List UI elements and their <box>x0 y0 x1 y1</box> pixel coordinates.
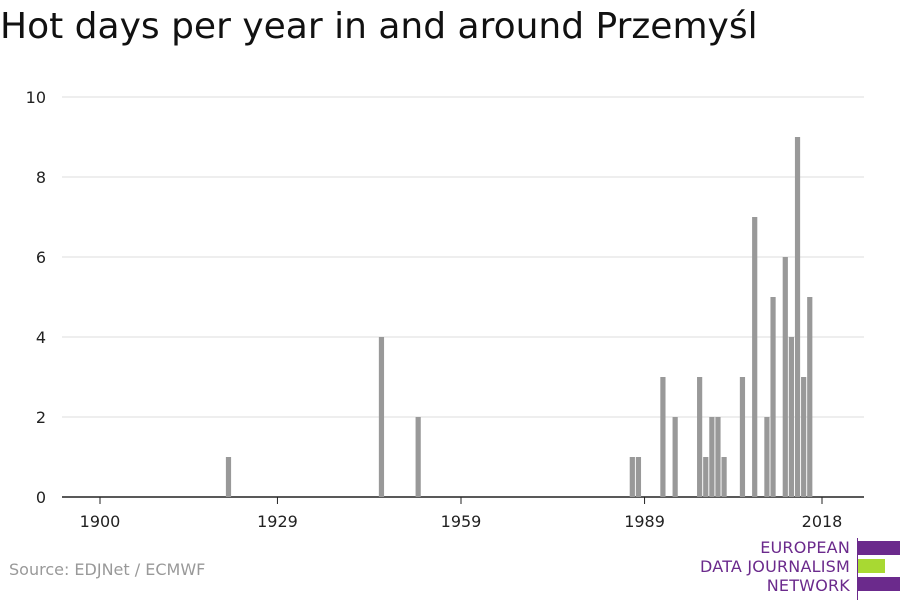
bar-2014 <box>794 137 801 497</box>
x-tick-1900: 1900 <box>80 512 121 531</box>
bar-1999 <box>703 457 709 497</box>
bar-1998 <box>697 377 703 497</box>
x-tick-1989: 1989 <box>624 512 665 531</box>
bar-1987 <box>629 457 635 497</box>
bar-2010 <box>770 297 776 497</box>
bar-chart: 0 2 4 6 8 10 1900 1929 1959 1989 2018 <box>26 88 864 531</box>
bar-2007 <box>752 217 758 497</box>
y-tick-8: 8 <box>36 168 46 187</box>
bar-2016 <box>807 297 813 497</box>
bar-2005 <box>739 377 746 497</box>
bar-1952 <box>415 417 421 497</box>
bar-2015 <box>801 377 807 497</box>
logo-bar-purple-top <box>858 541 900 555</box>
bar-1946 <box>378 337 385 497</box>
y-tick-6: 6 <box>36 248 46 267</box>
x-tick-1929: 1929 <box>257 512 298 531</box>
x-tick-1959: 1959 <box>441 512 482 531</box>
logo-rule <box>857 538 858 600</box>
bar-2012 <box>782 257 788 497</box>
source-note: Source: EDJNet / ECMWF <box>9 560 206 579</box>
y-tick-4: 4 <box>36 328 46 347</box>
bars <box>225 137 813 497</box>
bar-1988 <box>635 457 642 497</box>
bar-2001 <box>715 417 721 497</box>
chart-title: Hot days per year in and around Przemyśl <box>0 6 758 47</box>
gridlines <box>62 96 864 498</box>
y-tick-0: 0 <box>36 488 46 507</box>
logo-bar-green <box>858 559 885 573</box>
y-tick-labels: 0 2 4 6 8 10 <box>26 88 46 507</box>
bar-1992 <box>660 377 666 497</box>
x-tick-labels: 1900 1929 1959 1989 2018 <box>80 497 843 531</box>
logo-bar-purple-bottom <box>858 577 900 591</box>
edjnet-logo: EUROPEAN DATA JOURNALISM NETWORK <box>700 538 900 600</box>
logo-line-3: NETWORK <box>766 576 850 595</box>
logo-line-1: EUROPEAN <box>760 538 850 557</box>
y-tick-2: 2 <box>36 408 46 427</box>
y-tick-10: 10 <box>26 88 46 107</box>
bar-2000 <box>709 417 715 497</box>
logo-line-2: DATA JOURNALISM <box>700 557 850 576</box>
bar-2009 <box>764 417 770 497</box>
bar-1921 <box>225 457 232 497</box>
bar-2013 <box>788 337 795 497</box>
x-tick-2018: 2018 <box>802 512 843 531</box>
bar-1994 <box>672 417 678 497</box>
bar-2002 <box>721 457 727 497</box>
